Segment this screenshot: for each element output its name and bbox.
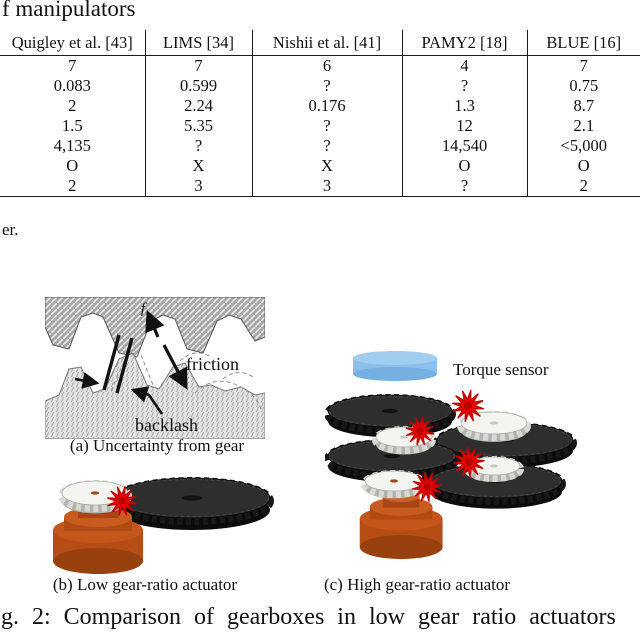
- figure-2-caption-fragment: g. 2: Comparison of gearboxes in low gea…: [1, 604, 616, 630]
- table-cell: 0.083: [0, 76, 146, 96]
- figure-panel-b-illustration: [53, 477, 274, 574]
- table-cell: 7: [0, 55, 146, 76]
- figure-panel-a-illustration: f friction backlash: [45, 297, 265, 439]
- table-cell: ?: [402, 176, 528, 197]
- table-cell: 7: [579, 56, 588, 75]
- footnote-fragment: er.: [2, 220, 19, 239]
- table-cell: 2.24: [145, 96, 253, 116]
- table-header-cell: LIMS [34]: [145, 30, 253, 56]
- table-cell: ?: [402, 76, 528, 96]
- torque-sensor-label: Torque sensor: [453, 360, 549, 379]
- backlash-annotation: backlash: [74, 334, 198, 435]
- table-cell: 3: [145, 176, 253, 197]
- table-cell: O: [577, 156, 590, 175]
- table-body: 7 7 6 4 7 0.083 0.599?? 0.75 2 2.24 0.176 1.3 8.7 1.5…: [0, 55, 640, 197]
- table-cell: 2.1: [573, 116, 595, 135]
- table-cell: 5.35: [145, 116, 253, 136]
- panel-a-caption: (a) Uncertainty from gear: [69, 436, 245, 455]
- table-cell: 2: [0, 176, 146, 197]
- table-cell: ?: [252, 116, 403, 136]
- large-output-gear: [110, 477, 274, 530]
- backlash-ghost-outlines: [110, 352, 262, 410]
- table-cell: O: [402, 156, 528, 176]
- friction-label: friction: [186, 354, 239, 374]
- table-row: 4,135?? 14,540 <5,000: [0, 136, 640, 156]
- table-header-row: Quigley et al. [43] LIMS [34] Nishii et al…: [0, 30, 640, 56]
- table-cell: 1.3: [402, 96, 528, 116]
- table-cell: X: [252, 156, 403, 176]
- table-row: 1.5 5.35? 12 2.1: [0, 116, 640, 136]
- stage-gear-dark-1: [325, 394, 456, 438]
- table-row: 2 3 3? 2: [0, 176, 640, 197]
- stage-gear-white-1: [457, 411, 531, 442]
- table-cell: 14,540: [402, 136, 528, 156]
- comparison-table: Quigley et al. [43] LIMS [34] Nishii et al…: [0, 30, 640, 197]
- table-cell: 0.75: [569, 76, 599, 95]
- table-header-cell: BLUE [16]: [527, 30, 640, 56]
- table-cell: 3: [252, 176, 403, 197]
- table-row: 0.083 0.599?? 0.75: [0, 76, 640, 96]
- table-cell: <5,000: [560, 136, 607, 155]
- table-header-cell: PAMY2 [18]: [402, 30, 528, 56]
- table-cell: 8.7: [573, 96, 595, 115]
- table-cell: 4: [402, 55, 528, 76]
- table-cell: 12: [402, 116, 528, 136]
- motor-cylinder: [359, 491, 443, 560]
- friction-symbol-label: f: [141, 301, 147, 317]
- table-cell: X: [145, 156, 253, 176]
- table-cell: 6: [252, 55, 403, 76]
- torque-sensor-cylinder: [353, 351, 437, 381]
- table-cell: O: [0, 156, 146, 176]
- friction-annotation: f friction: [141, 301, 239, 390]
- table-cell: 2: [527, 176, 640, 197]
- figure-panel-c-illustration: Torque sensor: [325, 351, 577, 560]
- table-cell: 4,135: [0, 136, 146, 156]
- backlash-label: backlash: [135, 415, 198, 435]
- section-title-fragment: f manipulators: [2, 0, 136, 21]
- table-cell: ?: [252, 136, 403, 156]
- table-row: 2 2.24 0.176 1.3 8.7: [0, 96, 640, 116]
- panel-b-caption: (b) Low gear-ratio actuator: [52, 575, 238, 594]
- table-cell: ?: [252, 76, 403, 96]
- table-cell: 7: [145, 55, 253, 76]
- motor-pinion-gear: [361, 470, 427, 499]
- table-header-cell: Nishii et al. [41]: [252, 30, 403, 56]
- table-header-cell: Quigley et al. [43]: [0, 30, 146, 56]
- table-cell: 0.599: [145, 76, 253, 96]
- table-cell: 2: [0, 96, 146, 116]
- table-cell: ?: [145, 136, 253, 156]
- panel-c-caption: (c) High gear-ratio actuator: [323, 575, 511, 594]
- bottom-gear-hatched: [45, 352, 265, 439]
- table-cell: 0.176: [252, 96, 403, 116]
- table-cell: 1.5: [0, 116, 146, 136]
